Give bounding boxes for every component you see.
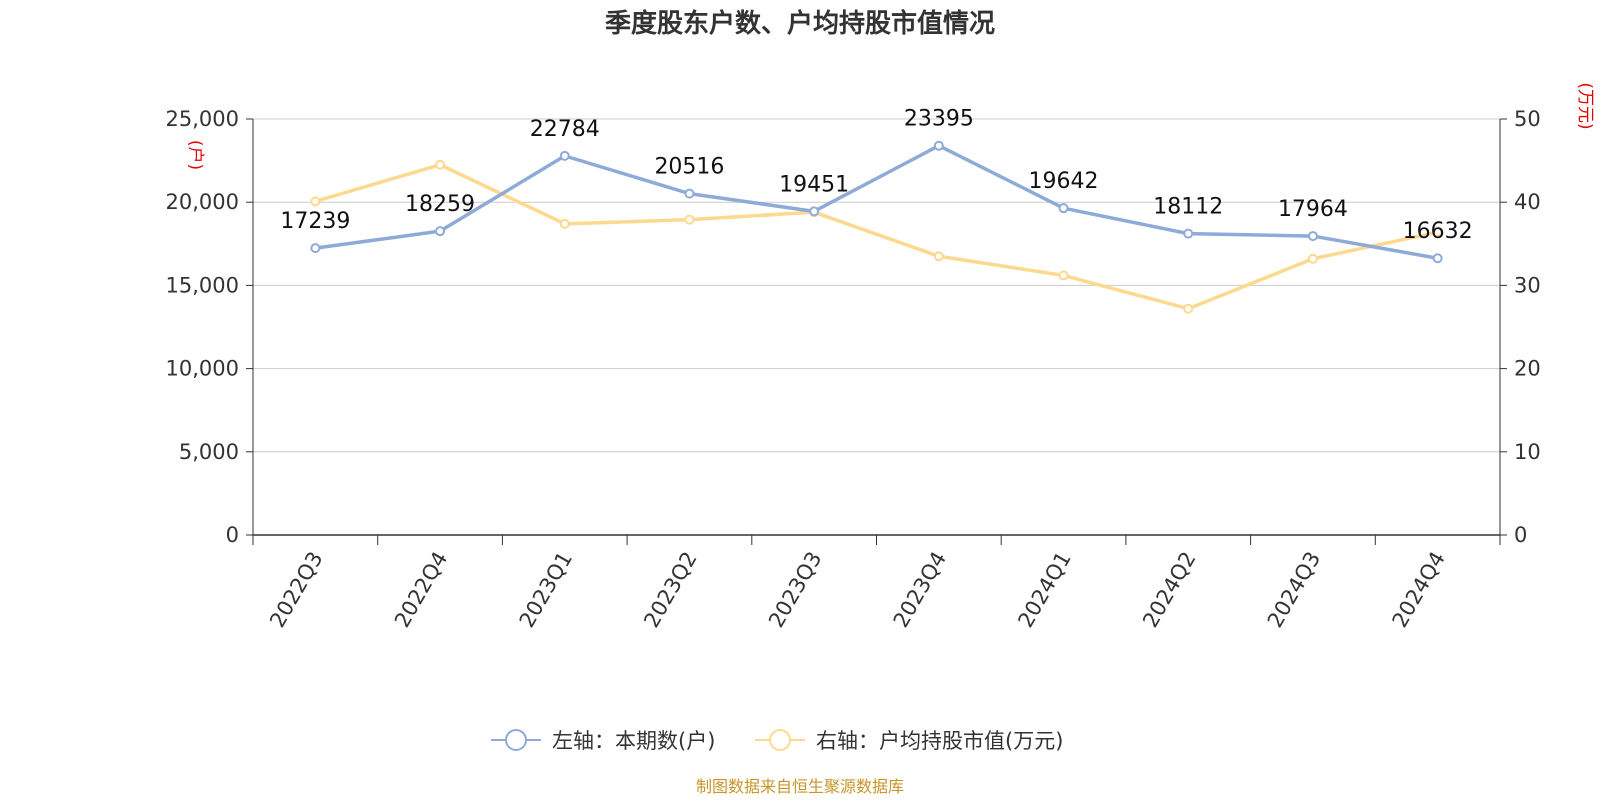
x-tick-label: 2022Q4 [390, 548, 452, 632]
data-point-shareholders[interactable] [559, 150, 570, 161]
data-label-shareholders: 20516 [654, 155, 724, 180]
data-label-shareholders: 18259 [405, 192, 475, 217]
data-point-shareholders[interactable] [684, 188, 695, 199]
data-point-market-value[interactable] [435, 159, 446, 170]
x-tick-label: 2023Q3 [764, 548, 826, 632]
data-label-shareholders: 19642 [1029, 169, 1099, 194]
series-layer [310, 140, 1443, 314]
data-point-market-value[interactable] [1183, 303, 1194, 314]
grid-lines [253, 118, 1500, 453]
right-tick-label: 10 [1514, 440, 1541, 464]
data-label-shareholders: 23395 [904, 107, 974, 132]
data-point-shareholders[interactable] [1183, 228, 1194, 239]
x-tick-label: 2023Q1 [515, 548, 577, 632]
data-label-shareholders: 18112 [1153, 195, 1223, 220]
right-axis-unit: (万元) [1575, 82, 1595, 129]
data-label-shareholders: 19451 [779, 172, 849, 197]
chart-title: 季度股东户数、户均持股市值情况 [605, 8, 995, 39]
right-tick-label: 30 [1514, 273, 1541, 297]
x-tick-label: 2024Q4 [1388, 548, 1450, 632]
legend-label-market-value[interactable]: 右轴：户均持股市值(万元) [816, 729, 1063, 753]
data-labels: 17239 18259 22784 20516 19451 23395 19642 18112… [280, 107, 1472, 245]
legend-marker-shareholders [505, 729, 527, 751]
left-axis-unit: (户) [185, 140, 205, 170]
legend-label-shareholders[interactable]: 左轴：本期数(户) [552, 729, 715, 753]
x-tick-label: 2023Q4 [889, 548, 951, 632]
left-tick-label: 25,000 [166, 107, 239, 131]
data-point-market-value[interactable] [1432, 227, 1443, 238]
series-line-shareholders [315, 143, 1438, 260]
data-point-shareholders[interactable] [809, 206, 820, 217]
x-tick-label: 2023Q2 [639, 548, 701, 632]
x-tick-label: 2022Q3 [265, 548, 327, 632]
legend-marker-market-value [769, 729, 791, 751]
data-point-shareholders[interactable] [1307, 231, 1318, 242]
data-point-market-value[interactable] [1307, 253, 1318, 264]
data-label-shareholders: 17239 [280, 209, 350, 234]
left-tick-label: 20,000 [166, 190, 239, 214]
data-point-shareholders[interactable] [1058, 203, 1069, 214]
data-point-shareholders[interactable] [435, 226, 446, 237]
right-tick-label: 40 [1514, 190, 1541, 214]
data-point-market-value[interactable] [933, 251, 944, 262]
data-point-shareholders[interactable] [933, 140, 944, 151]
x-tick-label: 2024Q2 [1138, 548, 1200, 632]
data-point-shareholders[interactable] [1432, 253, 1443, 264]
right-tick-label: 0 [1514, 523, 1527, 547]
data-label-shareholders: 16632 [1403, 219, 1473, 244]
left-tick-label: 10,000 [166, 357, 239, 381]
right-tick-label: 50 [1514, 107, 1541, 131]
data-point-shareholders[interactable] [310, 243, 321, 254]
data-point-market-value[interactable] [684, 214, 695, 225]
left-tick-label: 0 [226, 523, 239, 547]
data-point-market-value[interactable] [310, 196, 321, 207]
left-tick-label: 5,000 [179, 440, 239, 464]
data-point-market-value[interactable] [1058, 270, 1069, 281]
left-tick-label: 15,000 [166, 273, 239, 297]
source-note: 制图数据来自恒生聚源数据库 [696, 777, 904, 796]
data-point-market-value[interactable] [559, 218, 570, 229]
data-label-shareholders: 22784 [530, 117, 600, 142]
x-tick-label: 2024Q3 [1263, 548, 1325, 632]
data-label-shareholders: 17964 [1278, 197, 1348, 222]
legend[interactable]: 左轴：本期数(户) 右轴：户均持股市值(万元) [491, 729, 1063, 753]
right-tick-label: 20 [1514, 357, 1541, 381]
x-tick-label: 2024Q1 [1013, 548, 1075, 632]
